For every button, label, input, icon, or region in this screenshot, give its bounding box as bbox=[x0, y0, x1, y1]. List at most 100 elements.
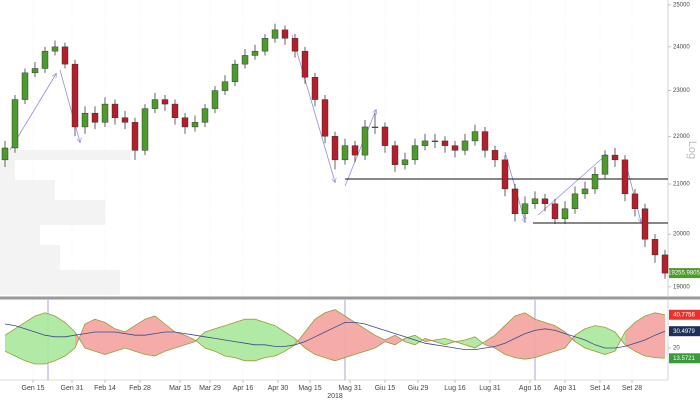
indicator-fill bbox=[565, 332, 575, 348]
candle-body bbox=[171, 103, 179, 118]
candle-body bbox=[111, 103, 119, 118]
candle-body bbox=[41, 50, 49, 69]
indicator-fill bbox=[165, 324, 175, 352]
indicator-fill bbox=[295, 332, 305, 348]
trend-arrow bbox=[537, 155, 606, 216]
indicator-fill bbox=[135, 319, 145, 355]
last-price-label: 19255.9805 bbox=[668, 271, 700, 277]
candle-body bbox=[161, 99, 169, 105]
candle-body bbox=[551, 203, 559, 220]
candle-body bbox=[261, 38, 269, 52]
last-value-box bbox=[669, 353, 700, 364]
volume-profile bbox=[0, 150, 130, 295]
last-price-box bbox=[669, 268, 700, 279]
candle-body bbox=[191, 122, 199, 128]
indicator-fill bbox=[645, 312, 655, 358]
indicator-fill bbox=[335, 309, 345, 361]
candle-body bbox=[61, 46, 69, 65]
x-tick-label: Gen 15 bbox=[22, 385, 45, 392]
last-value-box bbox=[669, 326, 700, 337]
indicator-fill bbox=[55, 316, 65, 361]
candle-body bbox=[581, 188, 589, 195]
candle-body bbox=[341, 145, 349, 161]
indicator-fill bbox=[235, 319, 245, 361]
candle-body bbox=[91, 112, 99, 123]
y-tick-label: 23000 bbox=[673, 88, 690, 94]
candle-body bbox=[281, 29, 289, 39]
y-tick-label: 24000 bbox=[673, 44, 690, 50]
candle-body bbox=[651, 239, 659, 256]
x-tick-label: Feb 14 bbox=[94, 385, 116, 392]
candle-body bbox=[321, 99, 329, 137]
indicator-fill bbox=[345, 316, 355, 358]
indicator-fill bbox=[415, 335, 425, 345]
indicator-fill bbox=[325, 309, 335, 361]
candle-body bbox=[11, 99, 19, 149]
last-value-label: 40.7756 bbox=[673, 312, 695, 318]
candle-body bbox=[561, 208, 569, 220]
y-tick-label: 22000 bbox=[673, 134, 690, 140]
candle-body bbox=[231, 63, 239, 82]
indicator-fill bbox=[115, 328, 125, 352]
trend-arrow bbox=[291, 34, 335, 182]
candle-body bbox=[431, 140, 439, 142]
log-label: Log bbox=[686, 141, 698, 159]
indicator-fill bbox=[395, 335, 405, 345]
candle-body bbox=[461, 140, 469, 151]
candle-body bbox=[391, 145, 399, 165]
candle-body bbox=[491, 150, 499, 161]
trend-arrow bbox=[344, 110, 376, 187]
indicator-fill bbox=[95, 319, 105, 355]
candle-body bbox=[331, 136, 339, 161]
candle-body bbox=[511, 188, 519, 215]
x-tick-label: Mar 15 bbox=[169, 385, 191, 392]
indicator-fill bbox=[535, 319, 545, 358]
candle-body bbox=[181, 117, 189, 128]
candle-body bbox=[501, 159, 509, 190]
x-tick-label: Feb 28 bbox=[129, 385, 151, 392]
x-tick-label: Ago 31 bbox=[554, 385, 576, 392]
indicator-fill bbox=[85, 319, 95, 352]
candle-body bbox=[481, 131, 489, 151]
indicator-fill bbox=[265, 322, 275, 358]
candle-body bbox=[51, 46, 59, 52]
indicator-fill bbox=[445, 338, 455, 345]
candle-body bbox=[21, 72, 29, 100]
candle-body bbox=[471, 131, 479, 142]
annotations bbox=[9, 34, 668, 380]
candle-body bbox=[631, 193, 639, 209]
x-tick-label: Apr 16 bbox=[233, 385, 254, 392]
indicator-fill bbox=[145, 316, 155, 356]
x-tick-label: Giu 15 bbox=[375, 385, 396, 392]
indicator-fill bbox=[485, 335, 495, 348]
indicator-fill bbox=[25, 316, 35, 364]
last-value-label: 13.5721 bbox=[673, 356, 695, 362]
candle-body bbox=[661, 254, 669, 274]
y-tick-label: 19000 bbox=[673, 284, 690, 290]
candle-body bbox=[201, 108, 209, 123]
y-tick-label: 25000 bbox=[673, 2, 690, 8]
x-tick-label: Lug 16 bbox=[444, 385, 466, 392]
candle-body bbox=[101, 103, 109, 123]
candle-body bbox=[221, 81, 229, 91]
candle-body bbox=[371, 126, 379, 128]
indicator-fill bbox=[555, 325, 565, 352]
candle-body bbox=[291, 38, 299, 52]
last-value-box bbox=[669, 309, 700, 320]
candle-body bbox=[521, 203, 529, 215]
indicator-fill bbox=[275, 325, 285, 356]
indicator-fill bbox=[35, 312, 45, 364]
indicator-fill bbox=[205, 328, 215, 352]
candle-body bbox=[1, 147, 9, 161]
indicator-fill bbox=[315, 312, 325, 358]
x-tick-label: Giu 29 bbox=[408, 385, 429, 392]
trend-arrow bbox=[59, 69, 80, 142]
candle-body bbox=[531, 198, 539, 204]
indicator-fill bbox=[225, 322, 235, 358]
candle-body bbox=[381, 126, 389, 146]
indicator-fill bbox=[655, 312, 665, 359]
x-tick-label: Apr 30 bbox=[268, 385, 289, 392]
indicator-fill bbox=[375, 335, 385, 348]
candle-body bbox=[541, 198, 549, 204]
indicator-fill bbox=[215, 325, 225, 356]
